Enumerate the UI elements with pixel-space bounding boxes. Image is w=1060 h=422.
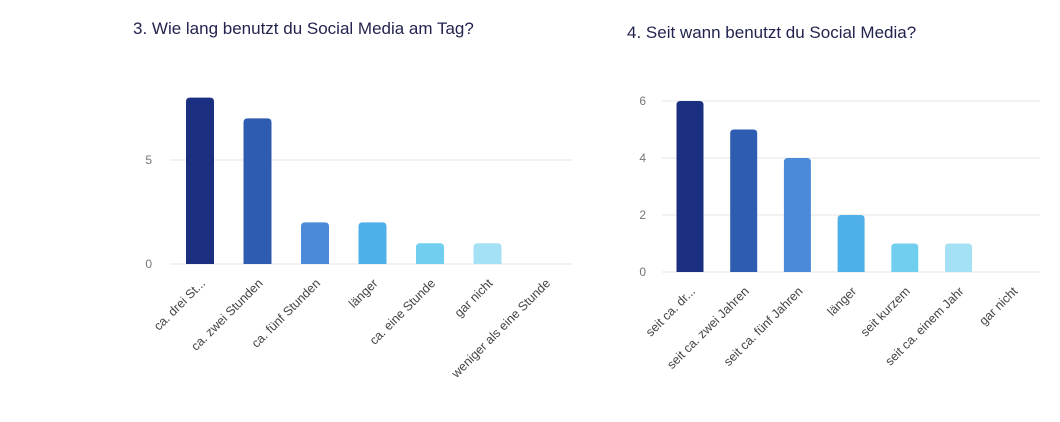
y-tick-label: 6 (639, 94, 646, 108)
x-tick-label: gar nicht (977, 284, 1021, 328)
chart-title: 3. Wie lang benutzt du Social Media am T… (133, 19, 474, 38)
chart-title: 4. Seit wann benutzt du Social Media? (627, 23, 916, 42)
y-tick-label: 0 (145, 257, 152, 271)
y-tick-label: 5 (145, 153, 152, 167)
bar[interactable] (783, 158, 811, 272)
y-tick-label: 4 (639, 151, 646, 165)
bar[interactable] (730, 129, 758, 273)
x-tick-label: ca. drei St... (151, 276, 208, 333)
x-tick-label: länger (825, 284, 859, 318)
bar[interactable] (301, 222, 329, 264)
bar[interactable] (416, 243, 444, 264)
x-tick-label: seit kurzem (858, 284, 913, 339)
x-tick-label: seit ca. dr... (643, 284, 698, 339)
bar[interactable] (186, 97, 214, 264)
bar[interactable] (243, 118, 272, 265)
bar[interactable] (945, 243, 972, 273)
chart-usage-per-day: 3. Wie lang benutzt du Social Media am T… (133, 19, 573, 381)
bar[interactable] (473, 243, 502, 264)
bar[interactable] (358, 222, 387, 264)
bar[interactable] (837, 215, 865, 272)
chart-usage-since: 4. Seit wann benutzt du Social Media? 0 2… (627, 23, 1040, 372)
x-tick-label: länger (346, 276, 380, 310)
y-tick-label: 2 (639, 208, 646, 222)
y-tick-label: 0 (639, 265, 646, 279)
bar[interactable] (676, 101, 704, 272)
bar[interactable] (891, 243, 919, 273)
x-tick-label: weniger als eine Stunde (448, 276, 553, 381)
x-tick-label: gar nicht (452, 276, 496, 320)
